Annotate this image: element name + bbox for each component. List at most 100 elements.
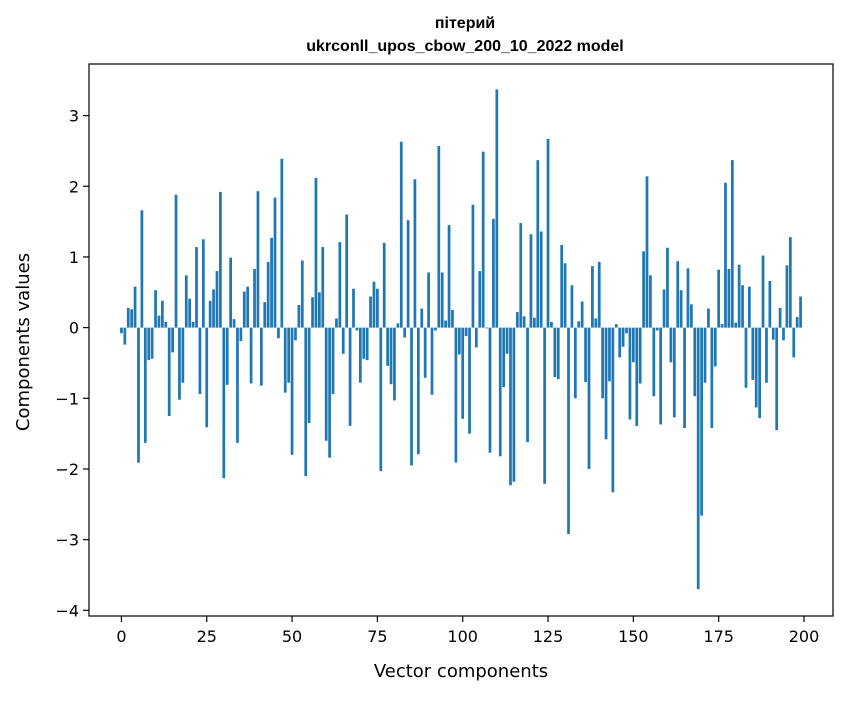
bar — [754, 327, 758, 408]
bar — [232, 319, 236, 328]
bar — [560, 244, 564, 328]
bar — [246, 286, 250, 328]
bar — [707, 308, 710, 328]
y-tick-label: 3 — [69, 107, 79, 126]
x-tick-label: 200 — [789, 627, 820, 646]
bars-layer — [120, 89, 802, 590]
bar — [198, 327, 202, 395]
bar — [478, 271, 482, 328]
bar — [799, 296, 802, 328]
bar — [157, 315, 161, 328]
bar — [730, 160, 734, 328]
bar — [372, 281, 376, 328]
bar — [631, 327, 635, 363]
bar — [423, 327, 427, 378]
bar — [683, 327, 686, 428]
bar — [741, 285, 744, 328]
chart-subtitle: ukrconll_upos_cbow_200_10_2022 model — [306, 38, 623, 55]
bar — [614, 324, 618, 328]
bar — [369, 296, 372, 328]
bar — [215, 271, 219, 328]
bar — [239, 327, 243, 342]
bar — [604, 327, 608, 440]
bar — [430, 327, 434, 395]
bar — [587, 327, 591, 469]
bar — [416, 327, 420, 455]
bar — [376, 288, 379, 328]
y-tick-label: 2 — [69, 177, 79, 196]
bar — [300, 260, 304, 328]
bar — [382, 242, 386, 328]
bar — [720, 324, 724, 328]
bar — [307, 327, 311, 424]
bar — [703, 327, 707, 383]
bar — [195, 247, 198, 328]
bar — [693, 327, 697, 397]
bar — [700, 327, 703, 516]
bar — [591, 266, 594, 328]
bar — [594, 318, 598, 328]
bar — [638, 327, 642, 384]
bar — [219, 191, 222, 328]
y-tick-label: −1 — [55, 389, 79, 408]
bar — [434, 327, 437, 331]
bar — [597, 261, 601, 328]
bar — [171, 327, 174, 353]
bar — [669, 327, 673, 363]
bar — [584, 327, 587, 383]
y-tick-label: −4 — [55, 601, 79, 620]
bar — [734, 322, 738, 328]
bar — [785, 265, 789, 328]
bar — [208, 300, 212, 328]
bar — [174, 194, 178, 328]
bar — [492, 218, 495, 328]
bar — [287, 327, 291, 383]
bar — [140, 210, 144, 328]
bar — [515, 312, 519, 328]
bar — [533, 317, 536, 328]
bar — [205, 327, 209, 428]
bar — [143, 327, 147, 443]
x-tick-label: 175 — [703, 627, 734, 646]
bar — [249, 327, 253, 384]
bar — [273, 197, 277, 328]
bar — [352, 288, 355, 328]
bar — [768, 280, 772, 328]
bar — [550, 321, 553, 328]
bar — [222, 327, 226, 479]
bar — [290, 327, 294, 455]
bar — [379, 327, 383, 472]
bar — [120, 327, 123, 334]
bar — [635, 327, 639, 426]
bar — [396, 323, 400, 328]
bar — [294, 327, 297, 341]
plot-frame — [88, 63, 834, 617]
bar — [164, 321, 168, 328]
bar — [625, 327, 628, 334]
bar — [512, 327, 516, 482]
bar — [328, 327, 331, 458]
bar — [608, 327, 611, 382]
bar — [765, 327, 768, 383]
bar — [505, 327, 509, 354]
bar — [345, 214, 349, 328]
bar — [365, 327, 369, 361]
bar — [710, 327, 714, 428]
bar — [201, 239, 205, 328]
chart-title: пітерий — [435, 15, 495, 32]
bar — [686, 268, 690, 328]
bar — [188, 298, 192, 328]
bar — [471, 204, 475, 328]
bar — [536, 160, 540, 328]
bar — [451, 309, 454, 328]
bar — [167, 327, 171, 416]
x-tick-label: 125 — [533, 627, 564, 646]
bar — [474, 327, 478, 348]
bar — [242, 291, 246, 328]
x-tick-label: 25 — [197, 627, 217, 646]
bar — [628, 327, 632, 420]
bar — [761, 255, 765, 328]
bar — [212, 289, 215, 328]
bar — [546, 138, 550, 328]
bar — [573, 327, 577, 399]
